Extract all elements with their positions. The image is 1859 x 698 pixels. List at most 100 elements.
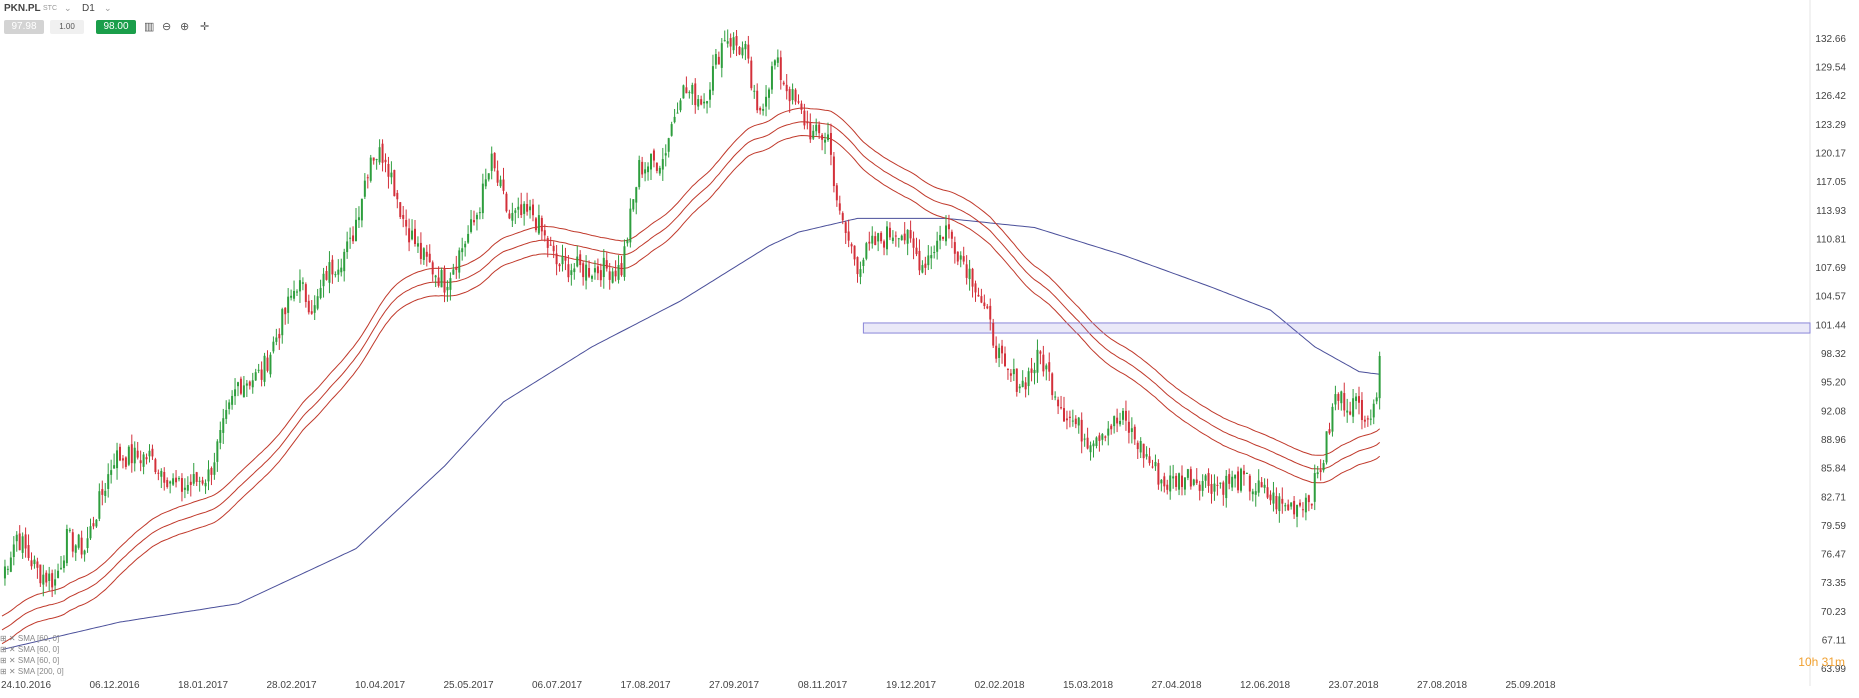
- candle-body: [1104, 436, 1107, 438]
- indicator-legend-item[interactable]: ⊞ ✕ SMA [200, 0]: [0, 667, 64, 676]
- candle-body: [794, 89, 797, 102]
- candle-body: [231, 395, 234, 405]
- candle-body: [788, 89, 791, 102]
- candle-body: [953, 242, 956, 254]
- candle-body: [113, 465, 116, 469]
- sma-200-line: [1, 217, 1380, 651]
- candle-body: [1068, 416, 1071, 418]
- indicator-legend-item[interactable]: ⊞ ✕ SMA [60, 0]: [0, 645, 60, 654]
- candle-body: [927, 255, 930, 266]
- candle-body: [1322, 463, 1325, 471]
- candle-body: [1012, 369, 1015, 375]
- candle-body: [443, 268, 446, 293]
- candle-body: [145, 457, 148, 460]
- candle-body: [1228, 474, 1231, 484]
- price-tick-label: 117.05: [1816, 177, 1846, 188]
- candle-body: [750, 60, 753, 89]
- candle-body: [700, 99, 703, 105]
- buy-price-button[interactable]: 98.00: [96, 20, 136, 34]
- candle-body: [124, 457, 127, 467]
- volume-input[interactable]: 1.00: [50, 20, 84, 34]
- candle-body: [582, 263, 585, 278]
- candle-body: [809, 122, 812, 140]
- candle-body: [484, 179, 487, 187]
- candle-body: [154, 459, 157, 473]
- zoom-out-icon[interactable]: ⊖: [162, 21, 172, 33]
- candle-body: [877, 233, 880, 242]
- candle-body: [77, 534, 80, 548]
- candle-body: [186, 484, 189, 491]
- date-tick-label: 08.11.2017: [798, 680, 848, 691]
- candle-body: [139, 460, 142, 464]
- symbol-label[interactable]: PKN.PL: [4, 3, 41, 14]
- candle-body: [127, 446, 130, 465]
- candle-body: [287, 296, 290, 313]
- price-tick-label: 123.29: [1815, 120, 1846, 131]
- candle-body: [216, 441, 219, 462]
- candle-body: [824, 139, 827, 143]
- candle-body: [697, 99, 700, 107]
- candle-body: [1325, 431, 1328, 463]
- candle-body: [225, 410, 228, 419]
- candle-body: [157, 472, 160, 474]
- zoom-in-icon[interactable]: ⊕: [180, 21, 190, 33]
- candle-body: [104, 490, 107, 496]
- candle-body: [499, 179, 502, 187]
- candle-body: [228, 402, 231, 410]
- date-tick-label: 18.01.2017: [178, 680, 228, 691]
- candle-body: [48, 573, 51, 581]
- candle-body: [1248, 475, 1251, 492]
- indicator-legend-item[interactable]: ⊞ ✕ SMA [60, 0]: [0, 634, 60, 643]
- timeframe-dropdown-icon[interactable]: ⌄: [104, 3, 112, 13]
- sell-price-button[interactable]: 97.98: [4, 20, 44, 34]
- candle-body: [529, 206, 532, 211]
- symbol-suffix: STC: [43, 5, 57, 12]
- candle-body: [169, 481, 172, 484]
- candle-body: [119, 446, 121, 461]
- indicator-legend-item[interactable]: ⊞ ✕ SMA [60, 0]: [0, 656, 60, 665]
- candle-body: [304, 284, 307, 302]
- candle-body: [1204, 475, 1207, 481]
- candle-body: [1015, 368, 1018, 392]
- candle-body: [487, 173, 490, 180]
- candle-body: [688, 92, 691, 94]
- candle-body: [933, 252, 936, 254]
- candle-body: [1098, 435, 1101, 441]
- candle-body: [322, 273, 325, 287]
- candle-body: [1157, 463, 1160, 485]
- candle-body: [337, 269, 340, 275]
- candle-body: [620, 263, 623, 276]
- candle-body: [1092, 443, 1095, 447]
- candle-body: [1278, 496, 1281, 512]
- candle-body: [39, 564, 42, 584]
- candle-body: [1340, 391, 1343, 404]
- date-tick-label: 02.02.2018: [974, 680, 1024, 691]
- candle-body: [1101, 434, 1104, 440]
- chart-type-icon[interactable]: ▥: [144, 21, 155, 33]
- candle-body: [107, 474, 110, 489]
- candle-body: [641, 161, 644, 175]
- candle-body: [431, 262, 434, 275]
- candle-body: [369, 157, 372, 181]
- candle-body: [986, 306, 989, 309]
- price-tick-label: 76.47: [1821, 550, 1846, 561]
- candle-body: [352, 235, 355, 242]
- candle-body: [1080, 419, 1083, 442]
- candle-body: [629, 208, 632, 243]
- candle-body: [1290, 502, 1293, 507]
- timeframe-selector[interactable]: D1: [82, 3, 95, 14]
- date-tick-label: 23.07.2018: [1328, 680, 1378, 691]
- candle-body: [679, 100, 682, 111]
- candle-body: [1039, 351, 1042, 354]
- candle-body: [735, 36, 738, 46]
- candle-body: [1110, 425, 1113, 430]
- candle-body: [534, 218, 537, 231]
- crosshair-icon[interactable]: ✛: [200, 21, 210, 33]
- candle-body: [180, 478, 183, 492]
- candle-body: [452, 269, 455, 275]
- symbol-dropdown-icon[interactable]: ⌄: [64, 3, 72, 13]
- candle-body: [278, 333, 281, 339]
- candle-body: [1355, 396, 1358, 401]
- candle-body: [676, 112, 679, 114]
